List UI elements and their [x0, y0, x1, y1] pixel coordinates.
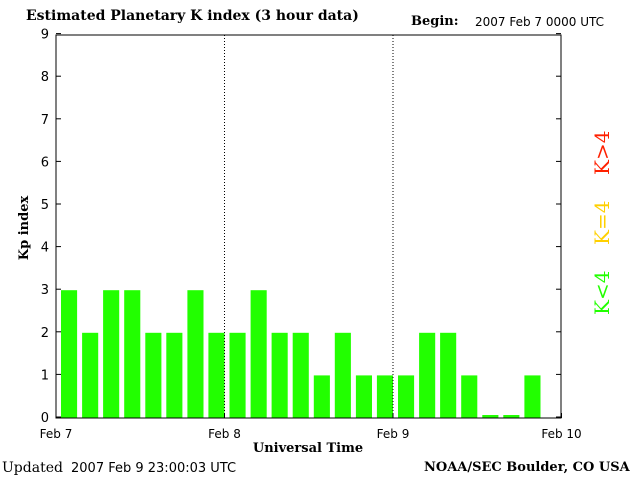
kp-bar — [145, 332, 162, 418]
y-tick-label: 6 — [41, 155, 49, 170]
y-axis-ticks: 0 1 2 3 4 5 6 7 8 9 — [41, 28, 561, 426]
kp-bar — [103, 290, 120, 418]
legend-k-less-than-4: K<4 — [590, 270, 614, 315]
bar-group — [61, 290, 541, 418]
legend-k-greater-than-4: K>4 — [590, 130, 614, 175]
kp-bar — [440, 332, 457, 418]
kp-bar — [229, 332, 246, 418]
kp-bar — [461, 375, 478, 418]
kp-bar — [482, 415, 499, 418]
kp-bar — [61, 290, 78, 418]
y-tick-label: 9 — [41, 28, 49, 43]
x-axis-label: Universal Time — [253, 441, 363, 456]
kp-bar — [313, 375, 330, 418]
x-axis-ticks: Feb 7 Feb 8 Feb 9 Feb 10 — [40, 413, 582, 441]
y-tick-label: 2 — [41, 326, 49, 341]
y-tick-label: 1 — [41, 368, 49, 383]
kp-bar — [82, 332, 99, 418]
kp-bar — [292, 332, 309, 418]
credit-text: NOAA/SEC Boulder, CO USA — [424, 460, 630, 475]
y-tick-label: 5 — [41, 198, 49, 213]
y-tick-label: 7 — [41, 113, 49, 128]
chart-title: Estimated Planetary K index (3 hour data… — [26, 8, 359, 24]
kp-bar — [187, 290, 204, 418]
day-dividers — [224, 35, 394, 418]
kp-bar — [166, 332, 183, 418]
kp-bar — [376, 375, 393, 418]
y-tick-label: 4 — [41, 241, 49, 256]
plot-frame — [55, 34, 562, 419]
kp-bar — [208, 332, 225, 418]
kp-bar — [398, 375, 415, 418]
y-tick-label: 8 — [41, 70, 49, 85]
kp-bar — [419, 332, 436, 418]
y-axis-label: Kp index — [17, 196, 32, 261]
x-tick-label: Feb 9 — [377, 427, 410, 441]
kp-bar — [271, 332, 288, 418]
kp-bar — [124, 290, 141, 418]
kp-bar — [355, 375, 372, 418]
begin-date: 2007 Feb 7 0000 UTC — [475, 15, 605, 29]
x-tick-label: Feb 8 — [208, 427, 241, 441]
y-tick-label: 0 — [41, 411, 49, 426]
begin-label: Begin: — [411, 14, 459, 29]
kp-bar — [503, 415, 520, 418]
y-tick-label: 3 — [41, 283, 49, 298]
updated-label: Updated — [2, 460, 63, 476]
kp-bar — [524, 375, 541, 418]
kp-bar — [334, 332, 351, 418]
x-tick-label: Feb 10 — [541, 427, 581, 441]
updated-timestamp: 2007 Feb 9 23:00:03 UTC — [71, 461, 237, 476]
legend-k-equals-4: K=4 — [590, 200, 614, 245]
kp-bar — [250, 290, 267, 418]
x-tick-label: Feb 7 — [40, 427, 73, 441]
